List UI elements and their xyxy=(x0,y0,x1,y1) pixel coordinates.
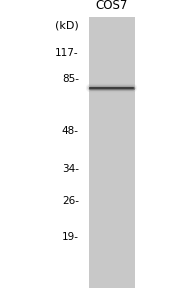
Text: 85-: 85- xyxy=(62,74,79,85)
Text: 117-: 117- xyxy=(55,47,79,58)
Text: (kD): (kD) xyxy=(55,20,79,31)
Text: 19-: 19- xyxy=(62,232,79,242)
Bar xyxy=(89,16,135,288)
Text: 34-: 34- xyxy=(62,164,79,175)
Text: 26-: 26- xyxy=(62,196,79,206)
Text: 48-: 48- xyxy=(62,125,79,136)
Text: COS7: COS7 xyxy=(96,0,128,12)
